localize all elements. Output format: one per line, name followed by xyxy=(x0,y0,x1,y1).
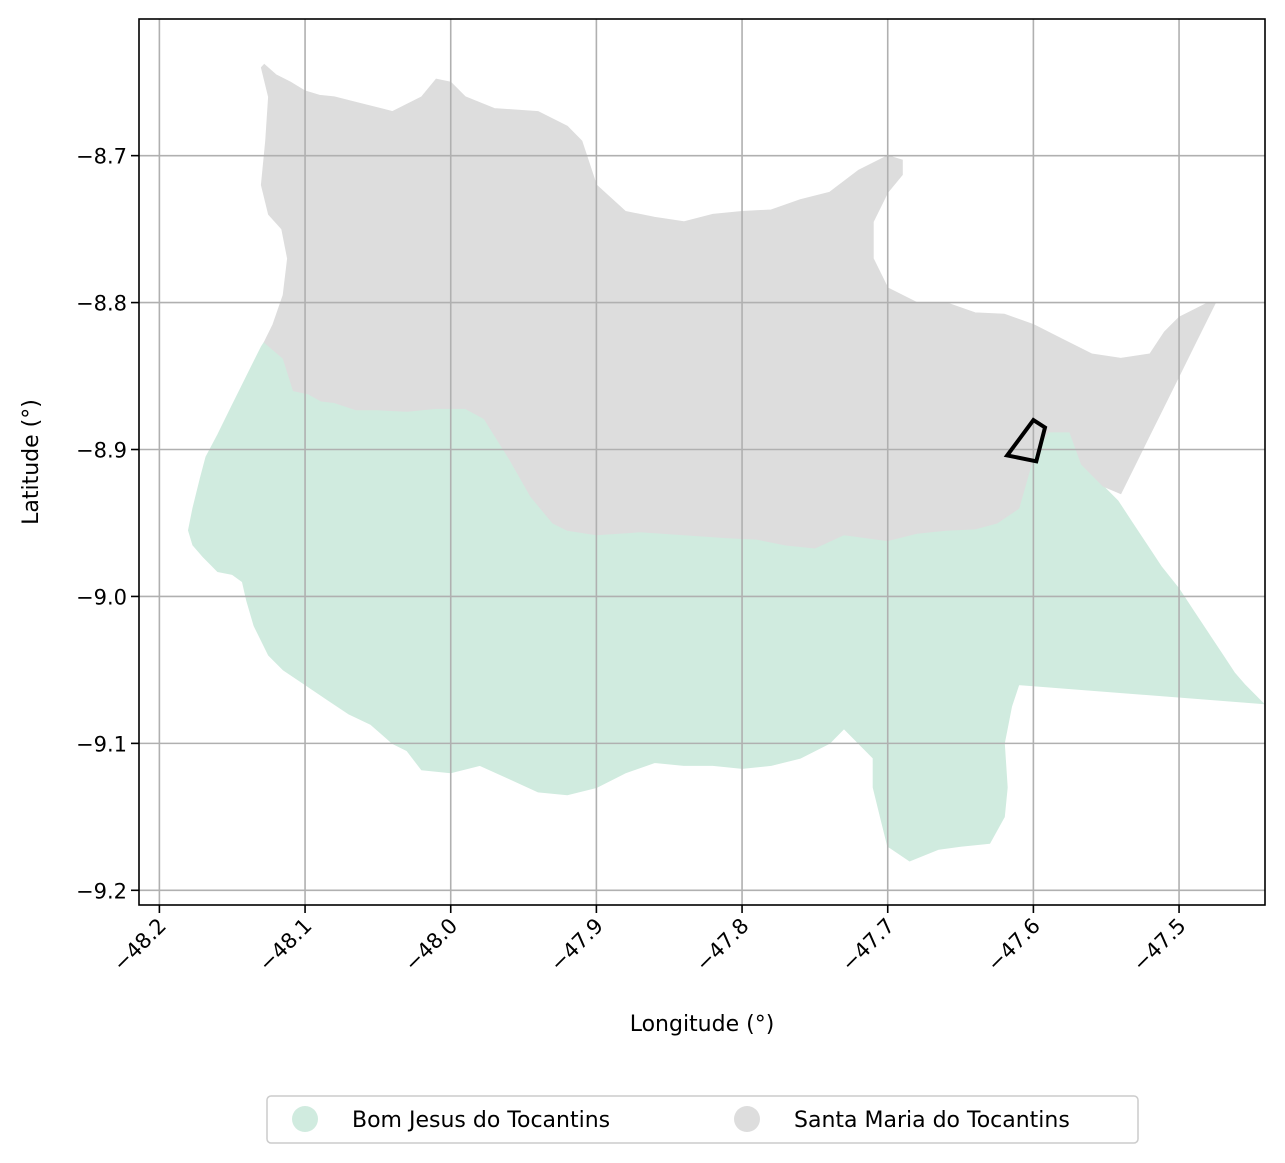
y-axis-label: Latitude (°) xyxy=(19,399,44,525)
legend-swatch-bom-jesus xyxy=(292,1106,318,1132)
y-tick-label: −9.2 xyxy=(76,879,127,903)
area-marker xyxy=(1003,417,1048,464)
x-tick-label: −48.1 xyxy=(254,914,316,976)
legend-box xyxy=(266,1095,1139,1144)
x-tick-label: −47.5 xyxy=(1128,914,1190,976)
legend: Bom Jesus do Tocantins Santa Maria do To… xyxy=(266,1095,1139,1144)
legend-label-santa-maria: Santa Maria do Tocantins xyxy=(794,1108,1070,1133)
x-tick-label: −48.0 xyxy=(400,914,462,976)
legend-label-bom-jesus: Bom Jesus do Tocantins xyxy=(352,1108,610,1133)
regions-layer xyxy=(187,63,1265,862)
legend-swatch-santa-maria xyxy=(734,1106,760,1132)
marker-layer xyxy=(1003,417,1048,464)
x-tick-label: −47.9 xyxy=(545,914,607,976)
y-tick-label: −8.8 xyxy=(76,292,127,316)
region-santa-maria-do-tocantins xyxy=(260,63,1217,549)
plot-frame xyxy=(138,18,1266,906)
y-tick-label: −9.0 xyxy=(76,585,127,609)
x-tick-label: −47.7 xyxy=(837,914,899,976)
y-tick-label: −9.1 xyxy=(76,732,127,756)
y-tick-label: −8.9 xyxy=(76,439,127,463)
x-axis-label: Longitude (°) xyxy=(630,1012,775,1037)
x-tick-label: −47.8 xyxy=(691,914,753,976)
x-tick-label: −48.2 xyxy=(108,914,170,976)
y-tick-label: −8.7 xyxy=(76,145,127,169)
x-tick-label: −47.6 xyxy=(982,914,1044,976)
